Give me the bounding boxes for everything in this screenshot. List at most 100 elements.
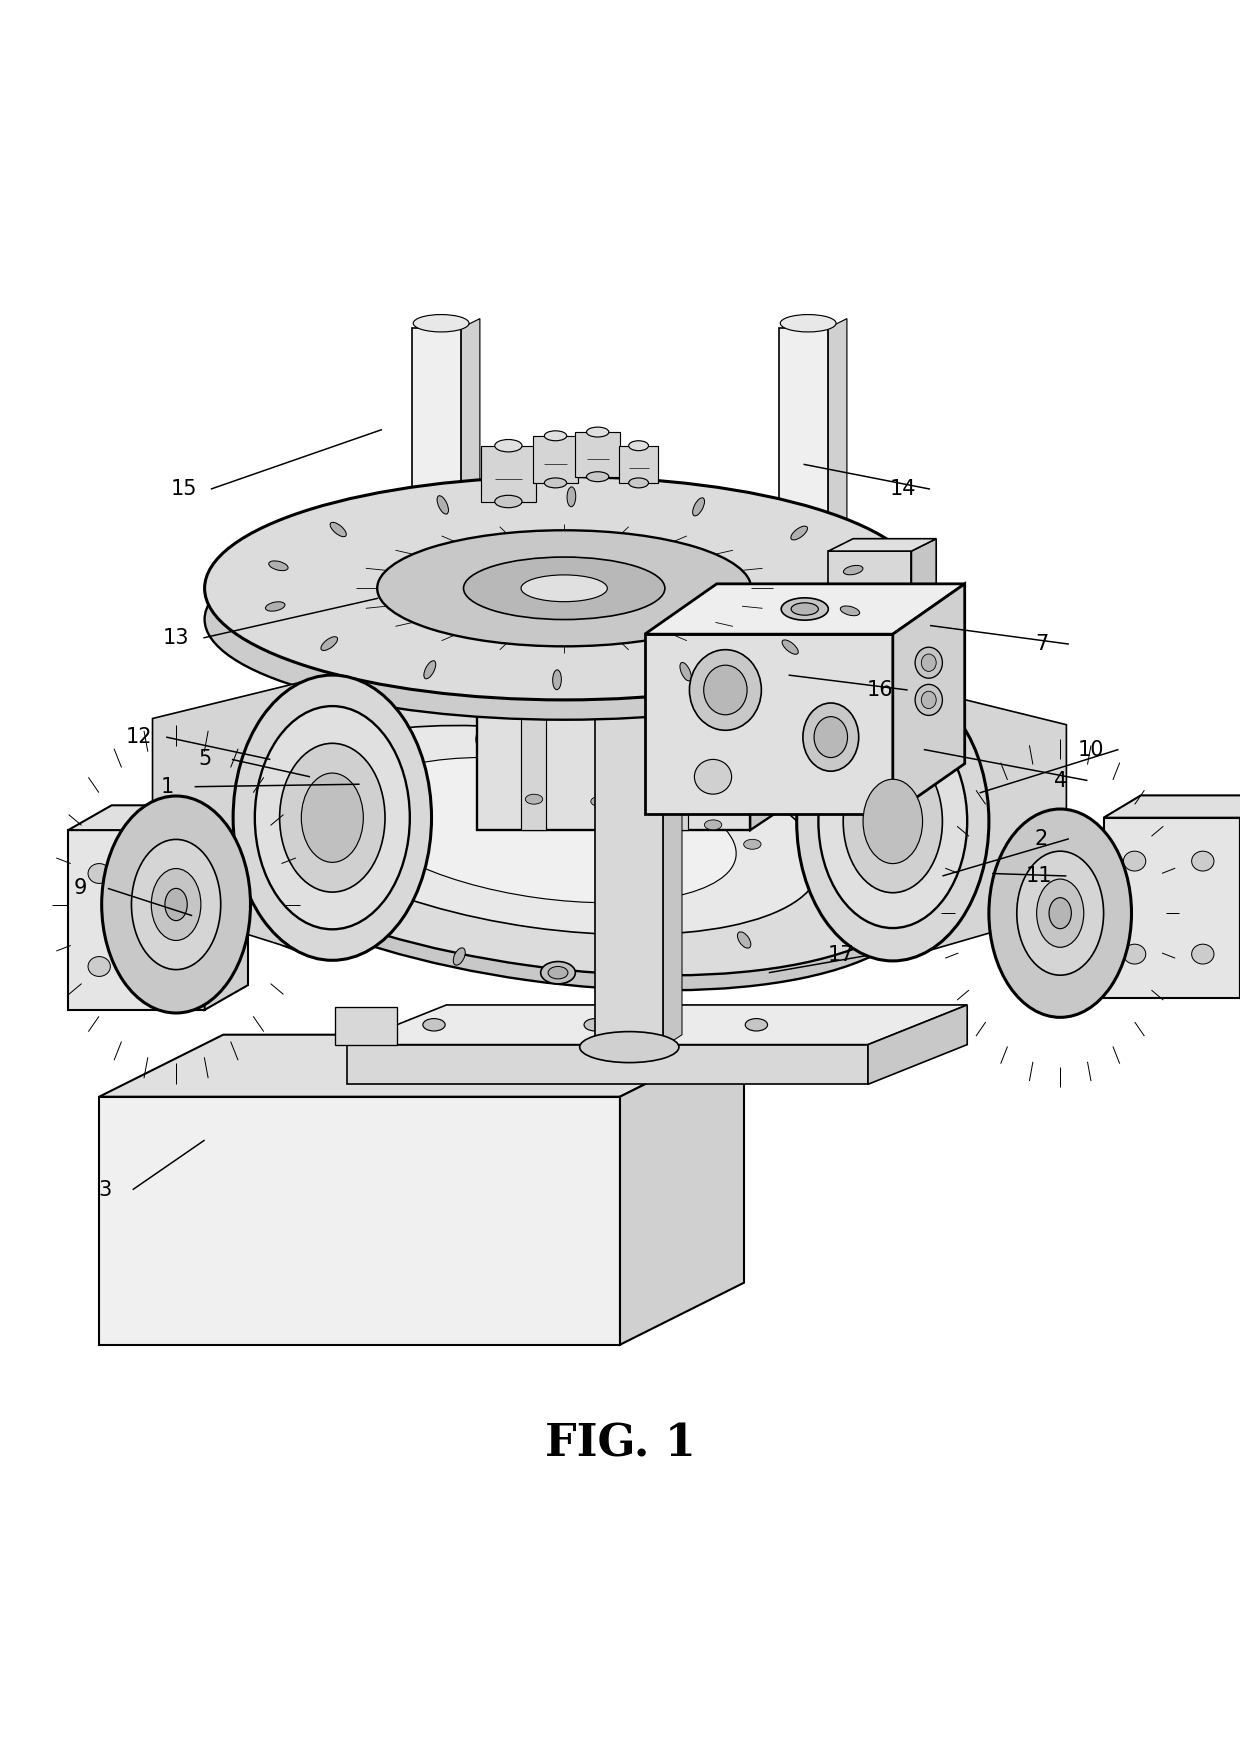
Ellipse shape [541, 961, 575, 984]
Ellipse shape [265, 601, 285, 611]
Ellipse shape [1192, 943, 1214, 964]
Ellipse shape [821, 804, 839, 814]
Ellipse shape [921, 692, 936, 709]
Polygon shape [68, 830, 205, 1010]
Ellipse shape [548, 966, 568, 978]
Polygon shape [645, 583, 965, 634]
Ellipse shape [340, 760, 353, 777]
Ellipse shape [796, 681, 990, 961]
Ellipse shape [780, 314, 836, 332]
Polygon shape [481, 445, 536, 501]
Ellipse shape [544, 432, 567, 440]
Polygon shape [153, 674, 330, 961]
Ellipse shape [424, 660, 435, 680]
Ellipse shape [652, 805, 670, 816]
Polygon shape [750, 533, 825, 830]
Ellipse shape [1037, 879, 1084, 947]
Ellipse shape [1017, 851, 1104, 975]
Ellipse shape [517, 617, 587, 697]
Text: 17: 17 [827, 945, 854, 966]
Polygon shape [601, 737, 738, 786]
Ellipse shape [423, 1019, 445, 1031]
Ellipse shape [781, 597, 828, 620]
Text: 3: 3 [99, 1179, 112, 1200]
Ellipse shape [330, 522, 346, 536]
Polygon shape [620, 1034, 744, 1345]
Ellipse shape [526, 795, 543, 804]
Ellipse shape [301, 774, 363, 863]
Ellipse shape [165, 701, 926, 991]
Ellipse shape [1192, 851, 1214, 872]
Ellipse shape [579, 1031, 680, 1062]
Ellipse shape [843, 566, 863, 575]
Ellipse shape [680, 662, 692, 681]
Ellipse shape [791, 603, 818, 615]
Polygon shape [477, 582, 750, 830]
Ellipse shape [1123, 851, 1146, 872]
Ellipse shape [626, 730, 637, 748]
Ellipse shape [233, 674, 432, 961]
Ellipse shape [165, 685, 926, 975]
Polygon shape [595, 577, 663, 1046]
Polygon shape [663, 582, 688, 830]
Ellipse shape [782, 639, 799, 655]
Polygon shape [533, 435, 578, 482]
Ellipse shape [693, 498, 704, 515]
Polygon shape [99, 1034, 744, 1097]
Polygon shape [205, 805, 248, 1010]
Ellipse shape [589, 564, 670, 589]
Text: 1: 1 [161, 777, 174, 797]
Ellipse shape [704, 819, 722, 830]
Ellipse shape [689, 650, 761, 730]
Ellipse shape [454, 949, 465, 964]
Text: 11: 11 [1025, 867, 1053, 886]
Text: 12: 12 [125, 727, 153, 748]
Polygon shape [335, 1008, 397, 1045]
Ellipse shape [131, 839, 221, 970]
Ellipse shape [694, 760, 732, 795]
Ellipse shape [355, 758, 737, 903]
Ellipse shape [816, 853, 833, 865]
Ellipse shape [672, 687, 704, 727]
Polygon shape [828, 318, 847, 589]
Ellipse shape [165, 889, 187, 921]
Ellipse shape [495, 440, 522, 452]
Polygon shape [347, 1005, 967, 1045]
Ellipse shape [751, 758, 768, 770]
Polygon shape [575, 432, 620, 477]
Ellipse shape [915, 646, 942, 678]
Ellipse shape [255, 706, 409, 929]
Ellipse shape [843, 749, 942, 893]
Text: 7: 7 [1035, 634, 1048, 653]
Ellipse shape [804, 702, 858, 770]
Ellipse shape [321, 636, 337, 650]
Ellipse shape [841, 606, 859, 615]
Polygon shape [477, 533, 825, 582]
Polygon shape [868, 1005, 967, 1085]
Text: 2: 2 [1035, 828, 1048, 849]
Ellipse shape [544, 479, 567, 487]
Text: 4: 4 [1054, 770, 1066, 790]
Ellipse shape [921, 653, 936, 671]
Ellipse shape [663, 674, 713, 737]
Ellipse shape [205, 477, 924, 701]
Text: 15: 15 [170, 479, 197, 500]
Ellipse shape [590, 797, 608, 807]
Ellipse shape [377, 531, 751, 646]
Ellipse shape [587, 426, 609, 437]
Ellipse shape [436, 496, 449, 514]
Text: 10: 10 [1078, 739, 1105, 760]
Ellipse shape [521, 575, 608, 601]
Ellipse shape [744, 839, 761, 849]
Ellipse shape [280, 742, 384, 893]
Text: 5: 5 [198, 749, 211, 769]
Ellipse shape [88, 863, 110, 884]
Ellipse shape [745, 1019, 768, 1031]
Polygon shape [645, 634, 893, 814]
Ellipse shape [584, 1019, 606, 1031]
Ellipse shape [324, 917, 340, 931]
Polygon shape [1104, 795, 1240, 818]
Ellipse shape [495, 496, 522, 508]
Ellipse shape [863, 779, 923, 863]
Ellipse shape [88, 957, 110, 977]
